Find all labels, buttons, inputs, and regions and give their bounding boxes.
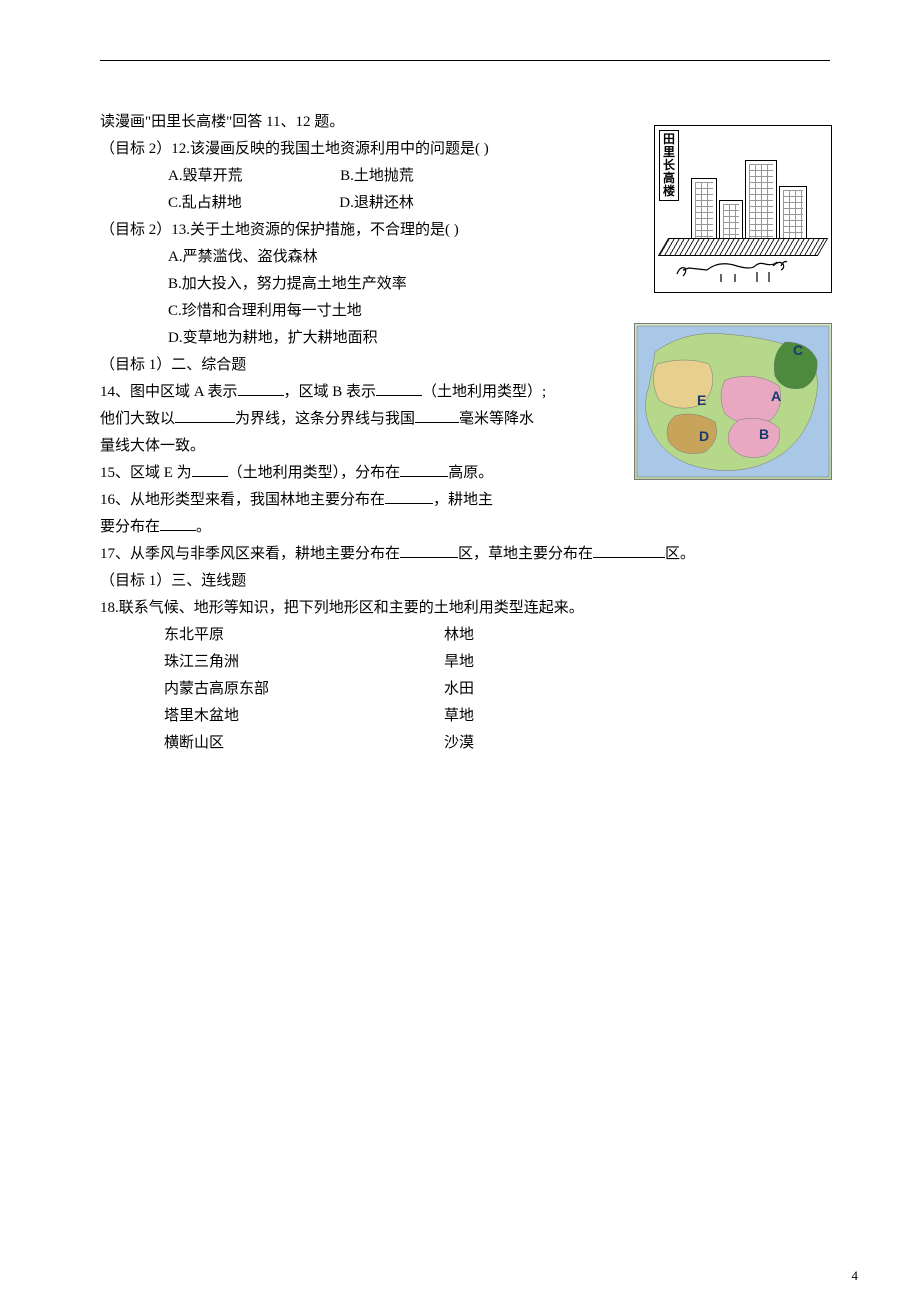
match-left: 横断山区 (164, 730, 444, 757)
q14-a: 14、图中区域 A 表示 (100, 384, 238, 400)
q12-C: C.乱占耕地 (168, 195, 242, 211)
match-right: 林地 (444, 622, 474, 649)
q13-C: C.珍惜和合理利用每一寸土地 (100, 298, 830, 325)
match-right: 旱地 (444, 649, 474, 676)
match-row: 塔里木盆地草地 (100, 703, 830, 730)
map-letter-D: D (699, 428, 709, 444)
q12-B: B.土地抛荒 (340, 168, 414, 184)
q16-b: ，耕地主 (433, 492, 493, 508)
q14-b: ，区域 B 表示 (284, 384, 377, 400)
cartoon-building (779, 186, 807, 242)
section3-heading: （目标 1）三、连线题 (100, 568, 830, 595)
blank[interactable] (415, 409, 459, 424)
match-left: 内蒙古高原东部 (164, 676, 444, 703)
blank[interactable] (175, 409, 235, 424)
q12-D: D.退耕还林 (339, 195, 414, 211)
q17-a: 17、从季风与非季风区来看，耕地主要分布在 (100, 546, 400, 562)
q14-d: 他们大致以 (100, 411, 175, 427)
match-row: 横断山区沙漠 (100, 730, 830, 757)
blank[interactable] (238, 382, 284, 397)
q17-line: 17、从季风与非季风区来看，耕地主要分布在 区，草地主要分布在 区。 (100, 541, 830, 568)
blank[interactable] (160, 517, 196, 532)
q18-prompt: 18.联系气候、地形等知识，把下列地形区和主要的土地利用类型连起来。 (100, 595, 830, 622)
match-row: 珠江三角洲旱地 (100, 649, 830, 676)
cartoon-building (719, 200, 743, 242)
page-number: 4 (852, 1268, 859, 1284)
q16-line2: 要分布在 。 (100, 514, 830, 541)
map-letter-C: C (793, 342, 803, 358)
map-letter-A: A (771, 388, 781, 404)
blank[interactable] (400, 544, 458, 559)
q14-e: 为界线，这条分界线与我国 (235, 411, 415, 427)
top-rule (100, 60, 830, 61)
blank[interactable] (192, 463, 228, 478)
match-right: 沙漠 (444, 730, 474, 757)
blank[interactable] (376, 382, 422, 397)
q17-c: 区。 (665, 546, 695, 562)
q16-a: 16、从地形类型来看，我国林地主要分布在 (100, 492, 385, 508)
match-row: 东北平原林地 (100, 622, 830, 649)
q15-a: 15、区域 E 为 (100, 465, 192, 481)
cartoon-figure: 田里长高楼 (654, 125, 832, 293)
match-right: 草地 (444, 703, 474, 730)
cartoon-building (691, 178, 717, 242)
match-left: 塔里木盆地 (164, 703, 444, 730)
cartoon-title: 田里长高楼 (659, 130, 679, 201)
match-left: 珠江三角洲 (164, 649, 444, 676)
blank[interactable] (385, 490, 433, 505)
q15-b: （土地利用类型），分布在 (228, 465, 401, 481)
q14-c: （土地利用类型）; (422, 384, 546, 400)
china-map-figure: C A E B D (634, 323, 832, 480)
q16-d: 。 (196, 519, 211, 535)
map-letter-B: B (759, 426, 769, 442)
q15-c: 高原。 (448, 465, 493, 481)
q12-A: A.毁草开荒 (168, 168, 243, 184)
q17-b: 区，草地主要分布在 (458, 546, 593, 562)
match-right: 水田 (444, 676, 474, 703)
q16-c: 要分布在 (100, 519, 160, 535)
match-left: 东北平原 (164, 622, 444, 649)
cartoon-building (745, 160, 777, 242)
blank[interactable] (593, 544, 665, 559)
cartoon-ox (673, 254, 803, 284)
map-letter-E: E (697, 392, 706, 408)
match-row: 内蒙古高原东部水田 (100, 676, 830, 703)
q14-f: 毫米等降水 (459, 411, 534, 427)
q16-line1: 16、从地形类型来看，我国林地主要分布在 ，耕地主 (100, 487, 830, 514)
match-table: 东北平原林地珠江三角洲旱地内蒙古高原东部水田塔里木盆地草地横断山区沙漠 (100, 622, 830, 757)
blank[interactable] (400, 463, 448, 478)
